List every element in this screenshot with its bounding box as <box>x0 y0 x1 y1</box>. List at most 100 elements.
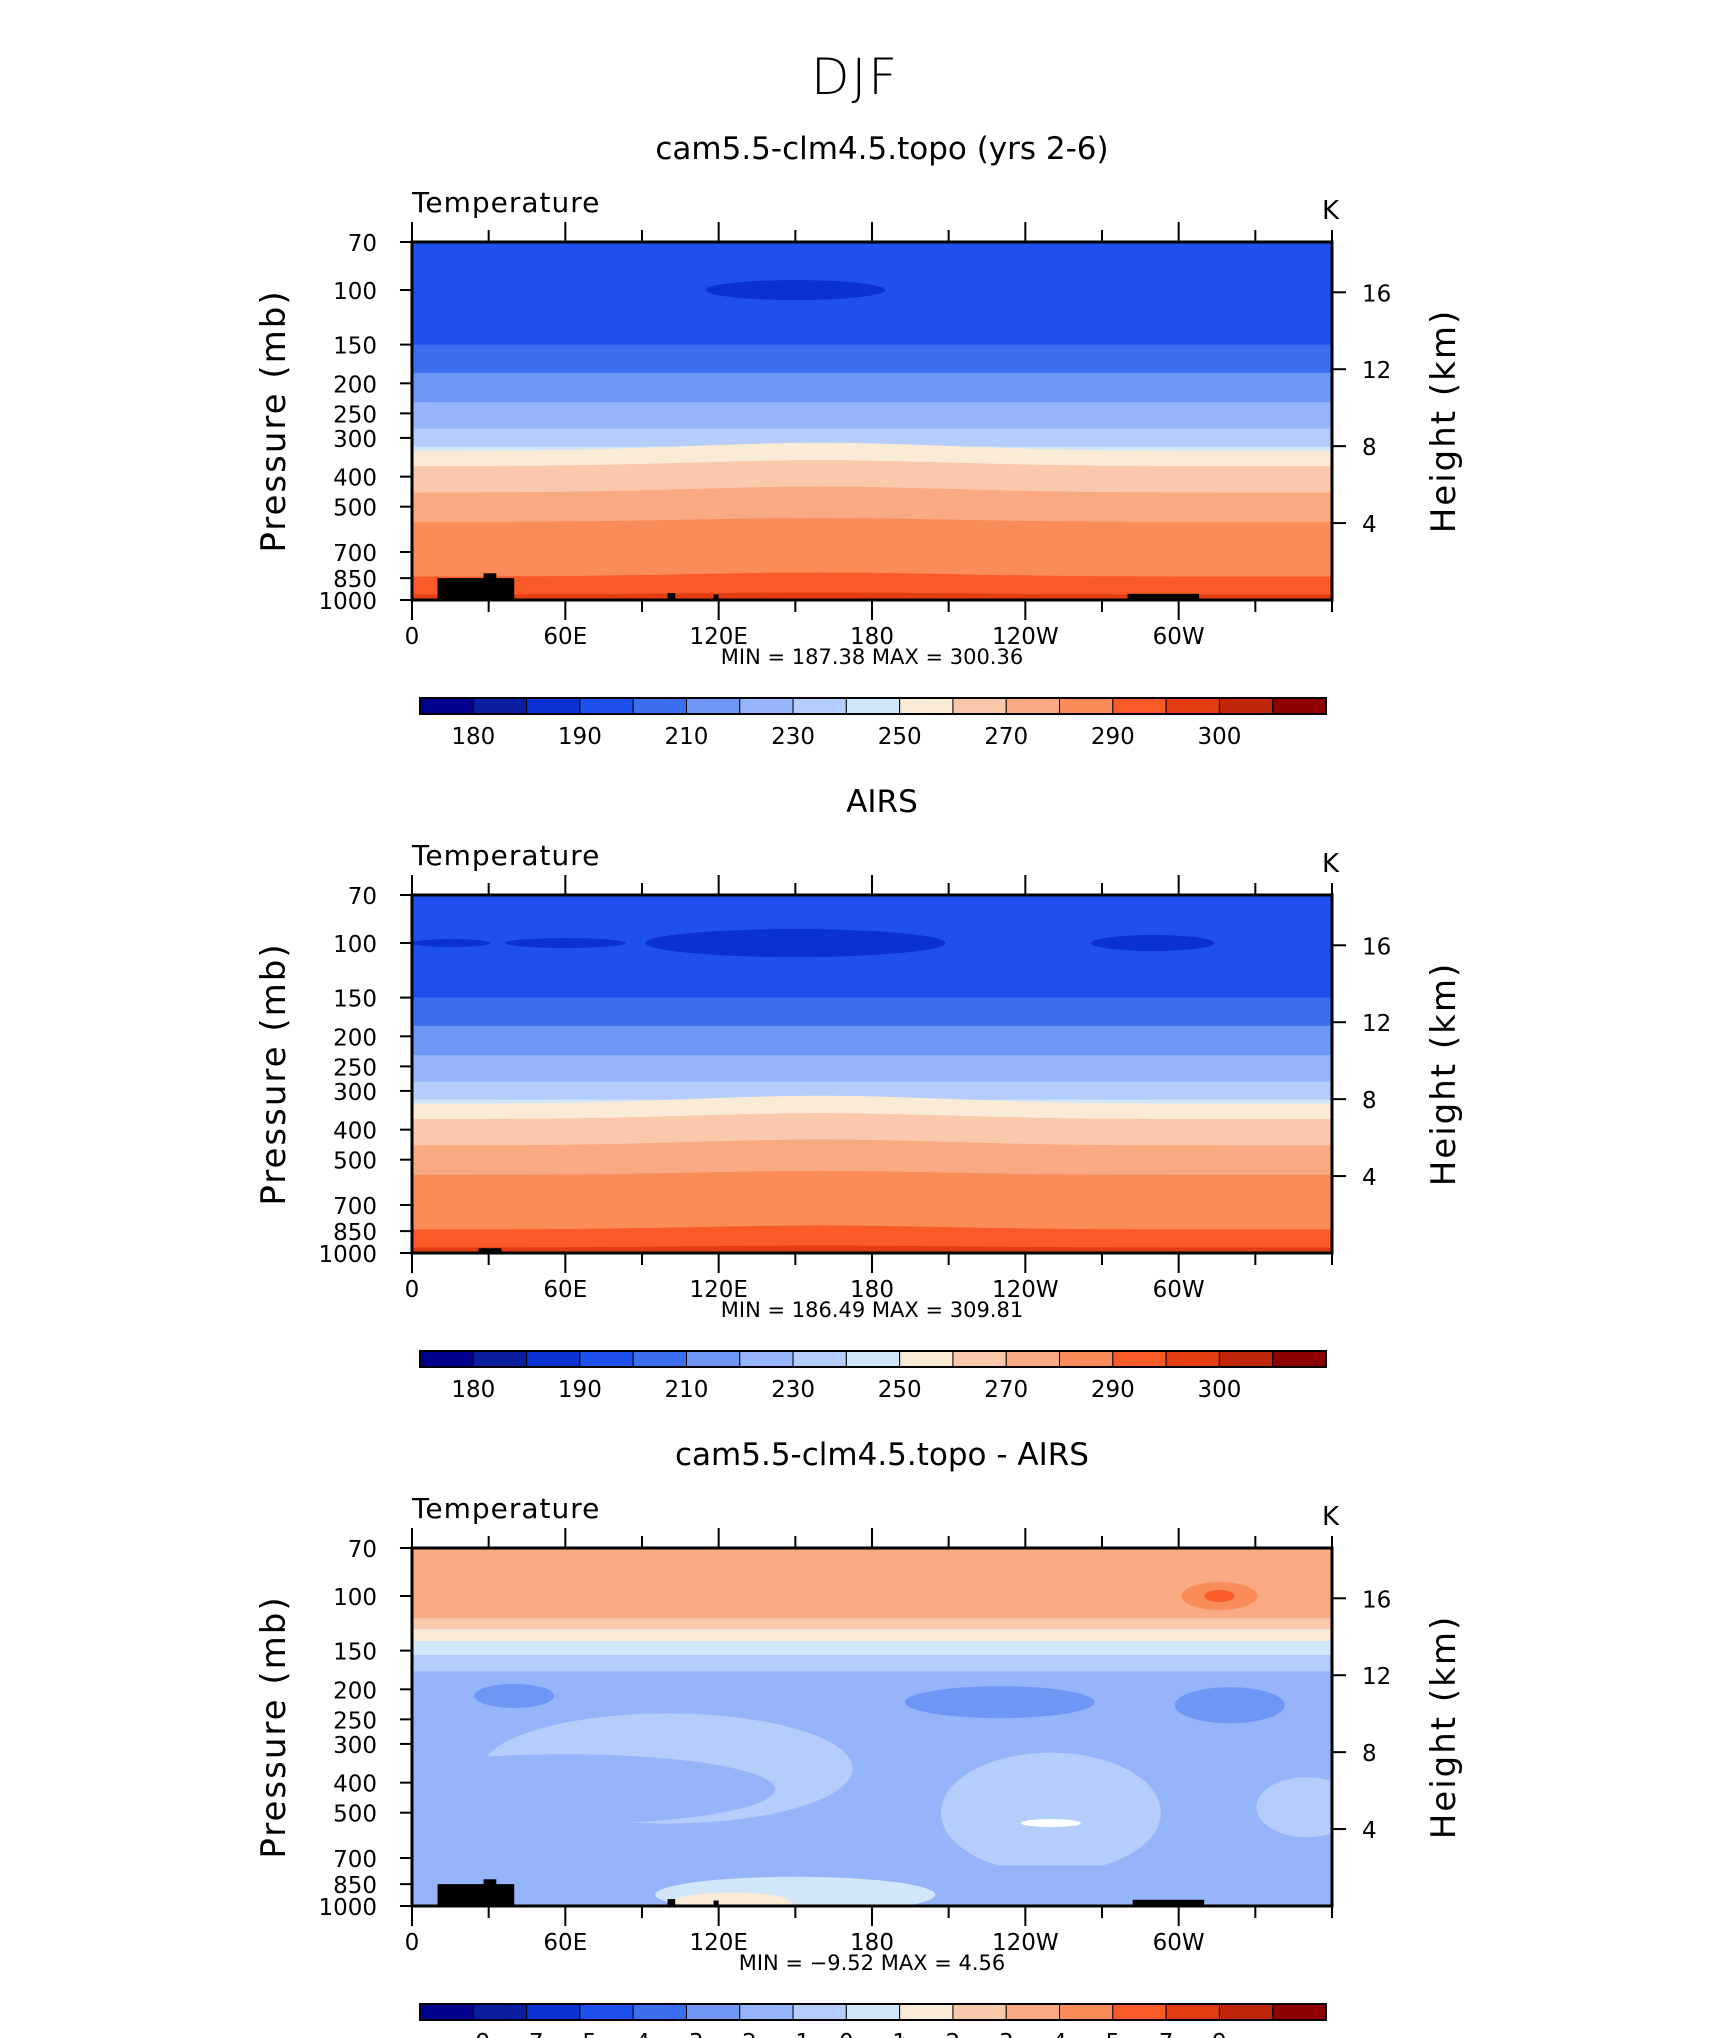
y2-tick-label: 4 <box>1362 1165 1377 1191</box>
colorbar-swatch <box>1112 1350 1167 1368</box>
band <box>412 428 1332 448</box>
white-spot <box>1020 1819 1081 1828</box>
x-tick-label: 180 <box>850 624 894 650</box>
cool-lobe <box>1174 1687 1285 1724</box>
topography <box>713 594 719 600</box>
y-tick-label: 150 <box>333 987 377 1013</box>
colorbar-swatch <box>472 2003 528 2021</box>
plot-area <box>412 1548 1332 1906</box>
x-tick-label: 120E <box>689 624 747 650</box>
colorbar-swatch <box>419 697 474 715</box>
y-tick-label: 70 <box>348 1537 377 1563</box>
colorbar-swatch <box>632 2003 687 2021</box>
colorbar-swatch <box>1272 2003 1327 2021</box>
colorbar-swatch <box>792 1350 847 1368</box>
colorbar-swatch <box>579 2003 634 2021</box>
colorbar-swatch <box>1059 2003 1114 2021</box>
colorbar-label: 290 <box>1091 1377 1135 1403</box>
colorbar-swatch <box>952 1350 1007 1368</box>
band <box>412 1618 1332 1630</box>
colorbar-swatch <box>1059 697 1114 715</box>
warm-spot <box>1204 1590 1235 1603</box>
cold-core <box>505 938 626 949</box>
colorbar-label: −3 <box>670 2030 704 2038</box>
x-tick-label: 60W <box>1153 1277 1205 1303</box>
band <box>412 1081 1332 1101</box>
y-tick-label: 300 <box>333 1733 377 1759</box>
page-title: DJF <box>810 48 899 106</box>
panel-title: cam5.5-clm4.5.topo (yrs 2-6) <box>655 131 1108 167</box>
band <box>412 997 1332 1027</box>
y-tick-label: 850 <box>333 1873 377 1899</box>
colorbar-label: 2 <box>946 2030 961 2038</box>
band <box>412 1641 1332 1656</box>
band <box>412 242 1332 316</box>
topography <box>478 1248 502 1253</box>
y-tick-label: 1000 <box>318 1242 377 1268</box>
colorbar-swatch <box>1272 697 1327 715</box>
colorbar-swatch <box>1005 697 1061 715</box>
colorbar-swatch <box>1165 697 1220 715</box>
colorbar-swatch <box>899 1350 954 1368</box>
y2-tick-label: 4 <box>1362 1818 1377 1844</box>
colorbar-swatch <box>739 2003 794 2021</box>
y2-axis-label: Height (km) <box>1424 309 1464 534</box>
band <box>412 1025 1332 1057</box>
x-tick-label: 0 <box>405 1277 420 1303</box>
band <box>412 1655 1332 1672</box>
x-tick-label: 60E <box>543 1930 587 1956</box>
colorbar-label: 270 <box>984 724 1028 750</box>
band <box>412 344 1332 374</box>
colorbar-swatch <box>1218 1350 1274 1368</box>
colorbar: 180 190 210 230 250 270 290 300 <box>419 697 1327 750</box>
colorbar-label: 250 <box>878 724 922 750</box>
panel-1: cam5.5-clm4.5.topo (yrs 2-6) Temperature K… <box>254 131 1464 750</box>
colorbar-swatch <box>472 697 528 715</box>
colorbar-swatch <box>792 697 847 715</box>
y2-tick-label: 12 <box>1362 1664 1391 1690</box>
colorbar-swatch <box>1059 1350 1114 1368</box>
colorbar-swatch <box>685 1350 741 1368</box>
colorbar-label: 1 <box>892 2030 907 2038</box>
x-tick-label: 60W <box>1153 624 1205 650</box>
colorbar-label: 300 <box>1197 1377 1241 1403</box>
band <box>412 314 1332 346</box>
units-label: K <box>1322 196 1340 226</box>
x-tick-label: 180 <box>850 1930 894 1956</box>
topography <box>1132 1899 1205 1906</box>
y-tick-label: 700 <box>333 541 377 567</box>
colorbar-swatch <box>899 697 954 715</box>
colorbar-label: 5 <box>1106 2030 1121 2038</box>
y-tick-label: 200 <box>333 1678 377 1704</box>
x-tick-label: 0 <box>405 624 420 650</box>
topography <box>667 593 676 600</box>
colorbar-label: 290 <box>1091 724 1135 750</box>
x-tick-label: 120W <box>992 1277 1059 1303</box>
topography <box>1127 593 1200 600</box>
y-tick-label: 1000 <box>318 1895 377 1921</box>
colorbar-swatch <box>1005 2003 1061 2021</box>
topography <box>483 1879 497 1906</box>
y2-tick-label: 8 <box>1362 1088 1377 1114</box>
colorbar-swatch <box>579 697 634 715</box>
contour <box>412 592 1332 600</box>
y-tick-label: 70 <box>348 231 377 257</box>
x-tick-label: 60W <box>1153 1930 1205 1956</box>
colorbar-label: 180 <box>451 724 495 750</box>
y2-tick-label: 16 <box>1362 281 1391 307</box>
y-tick-label: 850 <box>333 1220 377 1246</box>
colorbar-label: 230 <box>771 724 815 750</box>
colorbar-swatch <box>845 697 901 715</box>
colorbar-label: 180 <box>451 1377 495 1403</box>
colorbar-label: −4 <box>616 2030 650 2038</box>
y2-tick-label: 16 <box>1362 934 1391 960</box>
band <box>412 372 1332 404</box>
min-max-stats: MIN = −9.52 MAX = 4.56 <box>739 1951 1006 1975</box>
colorbar-swatch <box>472 1350 528 1368</box>
colorbar-swatch <box>632 1350 687 1368</box>
contour <box>412 1225 1332 1253</box>
y2-tick-label: 8 <box>1362 435 1377 461</box>
cold-core <box>705 280 886 301</box>
colorbar: −9 −7 −5 −4 −3 −2 −1 0 1 2 3 4 5 7 9 <box>419 2003 1327 2038</box>
